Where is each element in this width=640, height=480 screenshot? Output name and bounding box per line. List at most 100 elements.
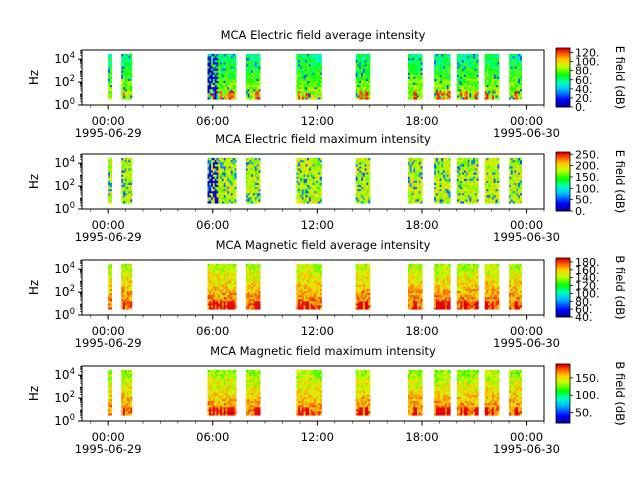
y-tick-label: 104 xyxy=(54,155,75,170)
data-segment xyxy=(207,53,237,100)
y-tick-label: 100 xyxy=(54,307,75,322)
colorbar-frame xyxy=(555,47,571,108)
panel-1: MCA Electric field average intensity1001… xyxy=(27,28,627,140)
data-segment xyxy=(434,53,451,100)
data-segment xyxy=(355,53,371,100)
x-tick-label: 00:00 xyxy=(92,218,125,232)
y-tick-label: 102 xyxy=(54,390,75,405)
data-segment xyxy=(121,157,133,204)
data-segment xyxy=(456,53,479,100)
axes-frame xyxy=(81,153,545,210)
data-segment xyxy=(355,263,371,310)
data-segment xyxy=(296,369,322,416)
y-axis-label: Hz xyxy=(27,174,41,189)
data-segment xyxy=(296,157,322,204)
data-segment xyxy=(207,157,237,204)
colorbar-tick-label: 120. xyxy=(575,47,600,60)
x-date-label: 1995-06-29 xyxy=(75,442,142,456)
colorbar-tick-label: 60. xyxy=(575,74,593,87)
data-segment xyxy=(456,369,479,416)
data-segment xyxy=(484,369,500,416)
x-tick-label: 12:00 xyxy=(301,218,334,232)
colorbar-frame xyxy=(555,151,571,212)
x-tick-label: 06:00 xyxy=(196,430,229,444)
y-tick-label: 104 xyxy=(54,51,75,66)
data-segment xyxy=(484,263,500,310)
colorbar-tick-label: 50. xyxy=(575,407,593,420)
colorbar: 0.50.100.150.200.250. E field (dB) xyxy=(555,148,627,218)
y-tick-label: 100 xyxy=(54,97,75,112)
x-date-label: 1995-06-29 xyxy=(75,126,142,140)
data-segment xyxy=(408,263,423,310)
panel-title: MCA Electric field maximum intensity xyxy=(215,132,431,146)
colorbar-tick-label: 250. xyxy=(575,148,600,161)
x-tick-label: 00:00 xyxy=(510,324,543,338)
x-date-label: 1995-06-30 xyxy=(493,336,560,350)
x-date-label: 1995-06-30 xyxy=(493,230,560,244)
x-date-label: 1995-06-29 xyxy=(75,336,142,350)
colorbar-tick-label: 80. xyxy=(575,65,593,78)
panel-4: MCA Magnetic field maximum intensity1001… xyxy=(27,344,627,456)
colorbar-label: E field (dB) xyxy=(613,150,627,214)
colorbar-tick-label: 140. xyxy=(575,272,600,285)
data-segment xyxy=(434,369,451,416)
x-tick-label: 18:00 xyxy=(405,430,438,444)
y-tick-label: 102 xyxy=(54,74,75,89)
colorbar-tick-label: 40. xyxy=(575,83,593,96)
x-tick-label: 12:00 xyxy=(301,324,334,338)
colorbar-frame xyxy=(555,257,571,318)
data-segment xyxy=(408,369,423,416)
y-axis-label: Hz xyxy=(27,70,41,85)
x-tick-label: 00:00 xyxy=(510,430,543,444)
x-tick-label: 18:00 xyxy=(405,324,438,338)
data-segment xyxy=(484,53,500,100)
colorbar-tick-label: 100. xyxy=(575,389,600,402)
data-segment xyxy=(121,263,133,310)
colorbar-tick-label: 150. xyxy=(575,372,600,385)
x-tick-label: 12:00 xyxy=(301,430,334,444)
x-tick-label: 00:00 xyxy=(510,218,543,232)
colorbar-tick-label: 200. xyxy=(575,160,600,173)
y-tick-label: 102 xyxy=(54,284,75,299)
data-segment xyxy=(408,157,423,204)
colorbar-tick-label: 120. xyxy=(575,280,600,293)
data-segment xyxy=(509,369,522,416)
data-segment xyxy=(108,263,112,310)
x-tick-label: 00:00 xyxy=(92,114,125,128)
y-tick-label: 100 xyxy=(54,201,75,216)
x-date-label: 1995-06-29 xyxy=(75,230,142,244)
panel-2: MCA Electric field maximum intensity1001… xyxy=(27,132,627,244)
x-tick-label: 00:00 xyxy=(92,324,125,338)
data-segment xyxy=(456,157,479,204)
colorbar-label: E field (dB) xyxy=(613,46,627,110)
x-tick-label: 06:00 xyxy=(196,218,229,232)
y-axis-label: Hz xyxy=(27,280,41,295)
data-segment xyxy=(296,53,322,100)
panel-3: MCA Magnetic field average intensity1001… xyxy=(27,238,627,350)
data-segment xyxy=(509,157,522,204)
axes-frame xyxy=(81,365,545,422)
data-segment xyxy=(108,369,112,416)
panel-title: MCA Electric field average intensity xyxy=(221,28,426,42)
colorbar: 50. 100. 150. B field (dB) xyxy=(555,361,627,426)
x-tick-label: 12:00 xyxy=(301,114,334,128)
y-tick-label: 100 xyxy=(54,413,75,428)
data-segment xyxy=(245,53,261,100)
colorbar-tick-label: 100. xyxy=(575,287,600,300)
colorbar-tick-label: 180. xyxy=(575,256,600,269)
data-segment xyxy=(245,369,261,416)
colorbar: 40.60.80.100.120.140.160.180. B field (dB… xyxy=(555,255,627,324)
colorbar-tick-label: 150. xyxy=(575,171,600,184)
y-axis-label: Hz xyxy=(27,386,41,401)
data-segment xyxy=(207,369,237,416)
colorbar-tick-label: 50. xyxy=(575,194,593,207)
data-segment xyxy=(121,53,133,100)
data-segment xyxy=(509,263,522,310)
data-segment xyxy=(296,263,322,310)
x-tick-label: 18:00 xyxy=(405,114,438,128)
data-segment xyxy=(434,157,451,204)
data-segment xyxy=(207,263,237,310)
data-segment xyxy=(456,263,479,310)
x-tick-label: 00:00 xyxy=(92,430,125,444)
